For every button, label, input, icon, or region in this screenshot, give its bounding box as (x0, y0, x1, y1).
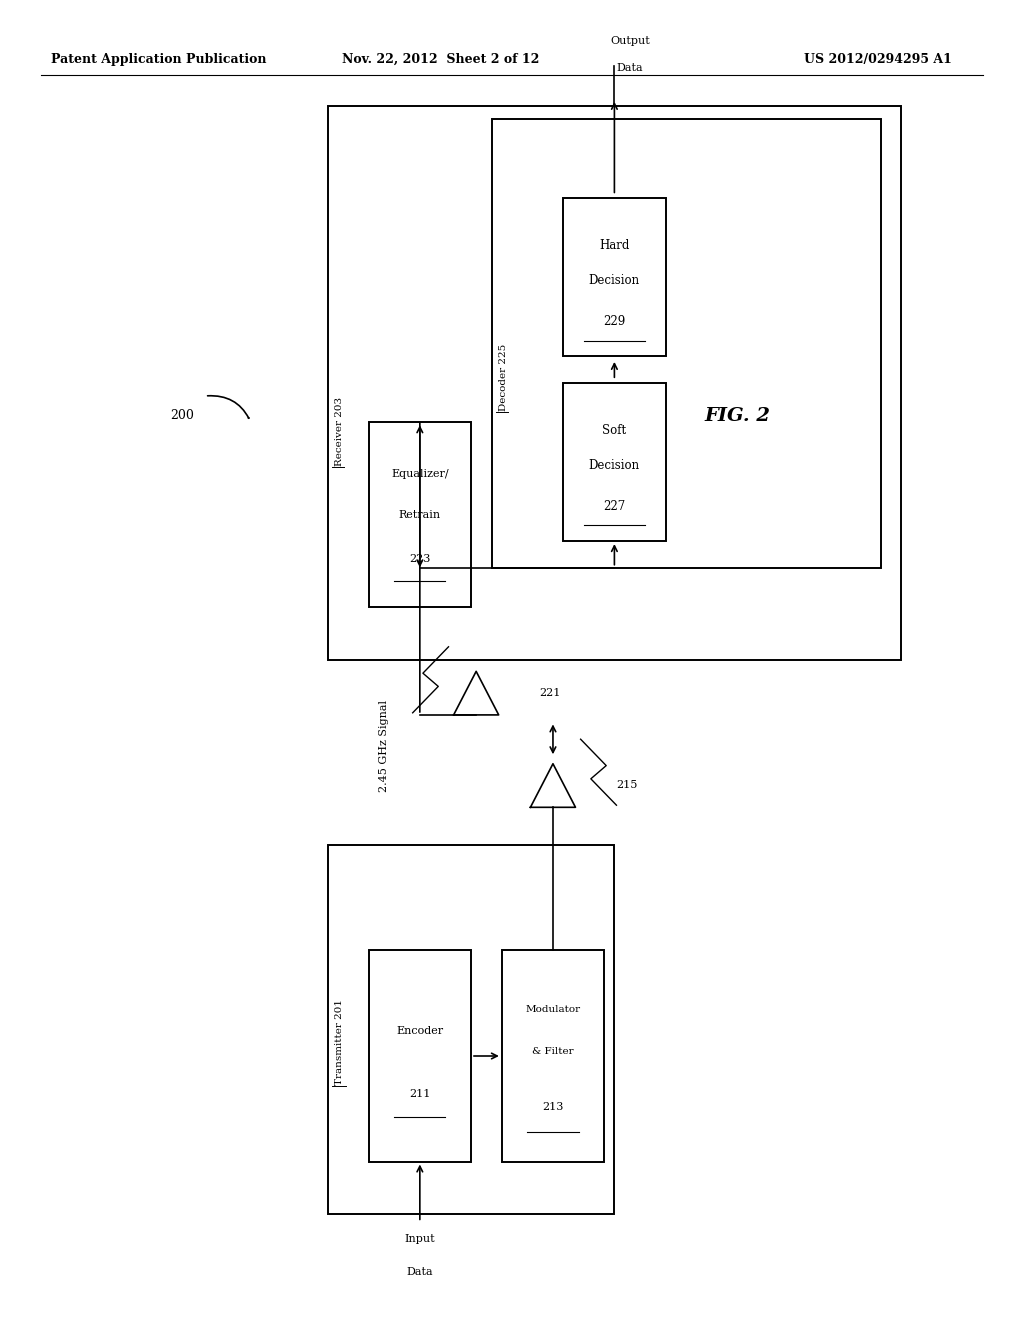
Text: 221: 221 (540, 688, 561, 698)
Text: Data: Data (407, 1267, 433, 1278)
Bar (563, 383, 666, 541)
Text: Receiver 203: Receiver 203 (335, 397, 344, 466)
Text: Retrain: Retrain (398, 510, 441, 520)
Text: Decoder 225: Decoder 225 (499, 343, 508, 411)
Bar (369, 422, 471, 607)
Text: Output: Output (610, 36, 649, 46)
Bar (502, 950, 604, 1162)
Text: Input: Input (404, 1234, 435, 1245)
Text: & Filter: & Filter (532, 1047, 573, 1056)
Bar (492, 119, 881, 568)
Text: Data: Data (616, 62, 643, 73)
Text: 211: 211 (410, 1089, 430, 1100)
Text: Nov. 22, 2012  Sheet 2 of 12: Nov. 22, 2012 Sheet 2 of 12 (342, 53, 539, 66)
Text: Hard: Hard (599, 239, 630, 252)
Text: Equalizer/: Equalizer/ (391, 469, 449, 479)
Text: 223: 223 (410, 554, 430, 564)
Text: Patent Application Publication: Patent Application Publication (51, 53, 266, 66)
Text: 215: 215 (616, 780, 638, 791)
Text: 213: 213 (543, 1102, 563, 1111)
Text: US 2012/0294295 A1: US 2012/0294295 A1 (805, 53, 952, 66)
Text: Decision: Decision (589, 458, 640, 471)
Text: 2.45 GHz Signal: 2.45 GHz Signal (379, 700, 389, 792)
Text: 229: 229 (603, 315, 626, 329)
Bar (369, 950, 471, 1162)
Bar (328, 106, 901, 660)
Text: Modulator: Modulator (525, 1005, 581, 1014)
Text: FIG. 2: FIG. 2 (705, 407, 770, 425)
Text: Encoder: Encoder (396, 1026, 443, 1036)
Bar (328, 845, 614, 1214)
Text: Transmitter 201: Transmitter 201 (335, 999, 344, 1085)
Bar (563, 198, 666, 356)
Text: 227: 227 (603, 500, 626, 513)
Text: Soft: Soft (602, 424, 627, 437)
Text: 200: 200 (171, 409, 195, 422)
FancyArrowPatch shape (208, 396, 249, 418)
Text: Decision: Decision (589, 273, 640, 286)
